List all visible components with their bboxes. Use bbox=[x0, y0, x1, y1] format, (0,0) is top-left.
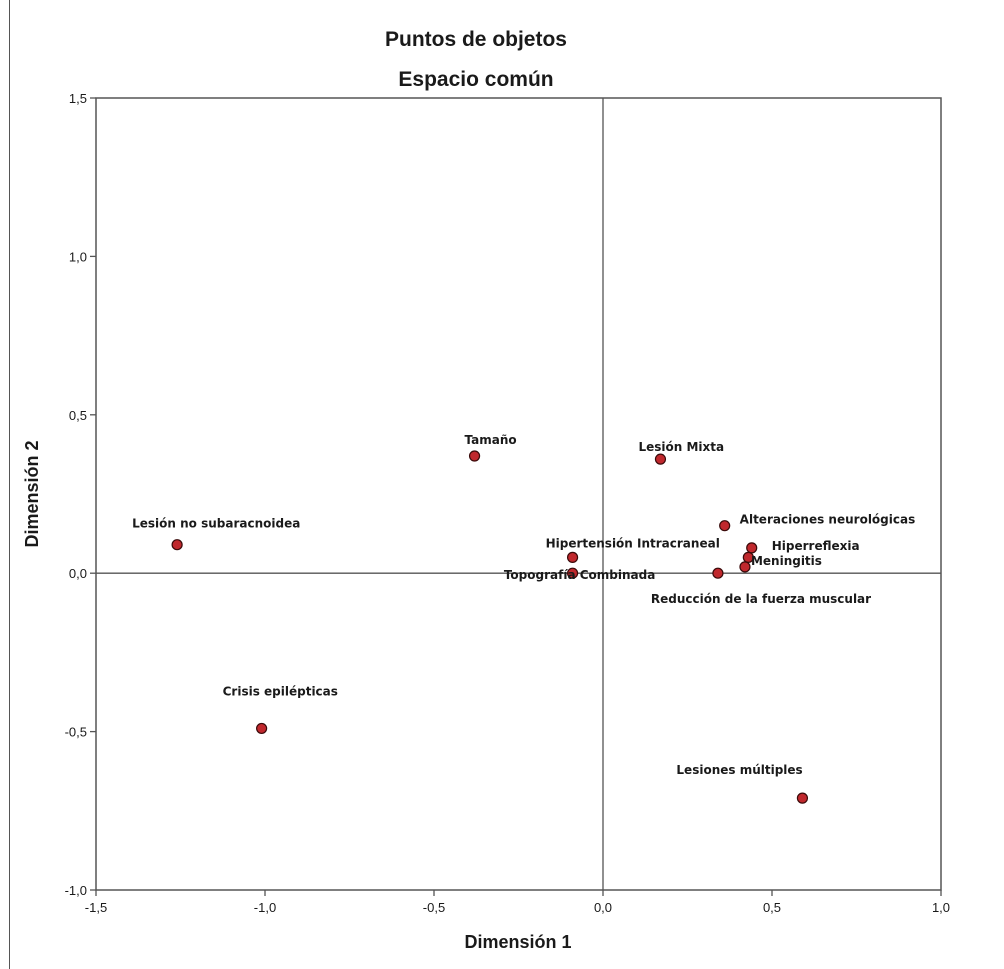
data-point bbox=[742, 551, 754, 563]
data-point-label: Hipertensión Intracraneal bbox=[546, 536, 720, 550]
data-point-label: Topografía Combinada bbox=[504, 568, 655, 582]
x-tick-label: 1,0 bbox=[932, 900, 950, 915]
y-axis-label: Dimensión 2 bbox=[22, 440, 42, 547]
y-tick-label: 0,5 bbox=[69, 408, 87, 423]
data-point bbox=[739, 561, 751, 573]
x-tick-label: -1,5 bbox=[85, 900, 107, 915]
data-points bbox=[171, 450, 809, 804]
data-point bbox=[566, 567, 579, 579]
data-point bbox=[171, 539, 183, 551]
x-tick-label: -1,0 bbox=[254, 900, 276, 915]
x-axis-ticks: -1,5 -1,0 -0,5 0,0 0,5 1,0 bbox=[85, 890, 950, 915]
y-tick-label: 0,0 bbox=[69, 566, 87, 581]
data-point bbox=[468, 450, 481, 462]
chart-title: Puntos de objetos bbox=[385, 28, 567, 51]
data-point bbox=[719, 520, 731, 532]
data-point-label: Alteraciones neurológicas bbox=[740, 513, 916, 527]
chart-subtitle: Espacio común bbox=[398, 68, 553, 91]
data-point-label: Meningitis bbox=[751, 554, 822, 568]
plot-frame bbox=[95, 97, 942, 891]
data-point-label: Crisis epilépticas bbox=[223, 684, 338, 698]
data-point-label: Lesión Mixta bbox=[638, 440, 724, 454]
y-tick-label: -0,5 bbox=[65, 725, 87, 740]
data-point-label: Tamaño bbox=[465, 433, 517, 447]
data-point-label: Lesiones múltiples bbox=[676, 763, 802, 777]
x-tick-label: 0,5 bbox=[763, 900, 781, 915]
y-tick-label: 1,0 bbox=[69, 249, 87, 264]
y-tick-label: -1,0 bbox=[65, 883, 87, 898]
x-tick-label: 0,0 bbox=[594, 900, 612, 915]
data-point bbox=[566, 551, 579, 563]
y-tick-label: 1,5 bbox=[69, 91, 87, 106]
data-point-label: Lesión no subaracnoidea bbox=[132, 517, 300, 531]
data-point bbox=[746, 542, 758, 554]
data-point-label: Hiperreflexia bbox=[772, 539, 860, 553]
y-axis-ticks: -1,0 -0,5 0,0 0,5 1,0 1,5 bbox=[65, 91, 96, 898]
data-point-label: Reducción de la fuerza muscular bbox=[651, 592, 871, 606]
data-point-labels: Tamaño Lesión Mixta Lesión no subaracnoide… bbox=[132, 433, 915, 777]
data-point bbox=[796, 792, 809, 804]
x-axis-label: Dimensión 1 bbox=[464, 932, 571, 952]
x-tick-label: -0,5 bbox=[423, 900, 445, 915]
data-point bbox=[256, 722, 268, 735]
page-left-border bbox=[9, 0, 10, 969]
data-point bbox=[654, 453, 667, 465]
data-point bbox=[712, 567, 724, 579]
